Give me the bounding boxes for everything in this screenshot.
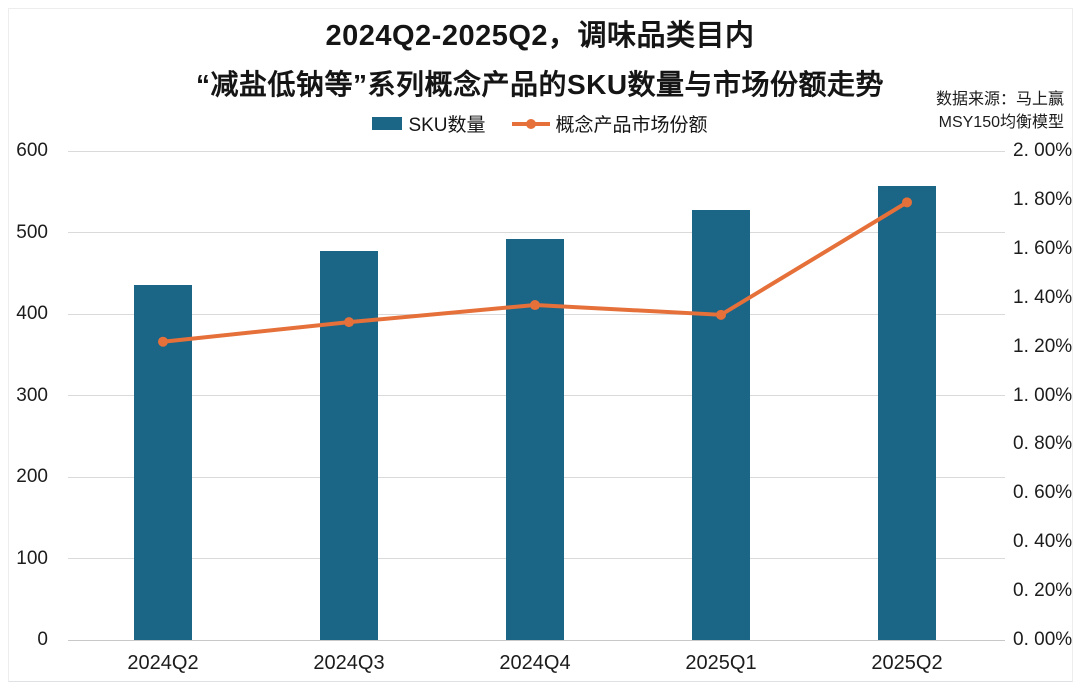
y-axis-right-tick-label: 2. 00% <box>1013 140 1073 161</box>
y-axis-right-tick-label: 1. 80% <box>1013 188 1073 210</box>
x-axis-tick-label-2024Q2: 2024Q2 <box>127 652 199 674</box>
y-axis-right-tick-label: 1. 00% <box>1013 384 1073 406</box>
chart-title-line2: “减盐低钠等”系列概念产品的SKU数量与市场份额走势 <box>195 69 885 100</box>
y-axis-right-tick-label: 0. 40% <box>1013 531 1073 553</box>
bar-2025Q2 <box>878 186 936 640</box>
legend-item-sku: SKU数量 <box>372 110 486 137</box>
chart-legend: SKU数量 概念产品市场份额 <box>0 110 1080 137</box>
x-axis-tick-label-2025Q1: 2025Q1 <box>685 652 757 674</box>
y-axis-left-tick-label: 300 <box>16 384 48 406</box>
y-axis-right-tick-label: 1. 20% <box>1013 335 1073 357</box>
chart-title-line1: 2024Q2-2025Q2，调味品类目内 <box>325 20 755 52</box>
bar-2024Q2 <box>134 285 192 640</box>
y-axis-left-tick-label: 500 <box>16 221 48 243</box>
y-axis-left-tick-label: 100 <box>16 547 48 569</box>
chart-title: 2024Q2-2025Q2，调味品类目内 “减盐低钠等”系列概念产品的SKU数量… <box>0 12 1080 103</box>
y-axis-left-tick-label: 200 <box>16 466 48 487</box>
gridline <box>68 232 1005 233</box>
y-axis-right-tick-label: 1. 40% <box>1013 286 1073 308</box>
y-axis-left-tick-label: 400 <box>16 303 48 324</box>
y-axis-right-tick-label: 1. 60% <box>1013 237 1073 259</box>
data-source-line2: MSY150均衡模型 <box>938 114 1064 131</box>
legend-label-sku: SKU数量 <box>408 115 486 136</box>
line-series-marker-icon <box>511 118 550 129</box>
bar-2024Q3 <box>320 251 378 640</box>
data-source-line1: 数据来源：马上赢 <box>935 91 1064 108</box>
x-axis-tick-label-2024Q4: 2024Q4 <box>499 652 571 674</box>
line-series-dot-icon <box>525 118 536 129</box>
y-axis-left-tick-label: 0 <box>37 629 48 650</box>
bar-series-swatch-icon <box>372 117 403 130</box>
y-axis-right-tick-label: 0. 80% <box>1013 433 1073 455</box>
legend-label-share: 概念产品市场份额 <box>555 115 708 136</box>
x-axis-line <box>68 639 1005 641</box>
y-axis-right-tick-label: 0. 60% <box>1013 482 1073 504</box>
legend-item-share: 概念产品市场份额 <box>511 110 708 137</box>
y-axis-right-tick-label: 0. 00% <box>1013 629 1073 650</box>
x-axis-tick-label-2025Q2: 2025Q2 <box>871 652 943 674</box>
data-source-note: 数据来源：马上赢 MSY150均衡模型 <box>936 88 1064 134</box>
bar-2025Q1 <box>692 210 750 640</box>
y-axis-left-tick-label: 600 <box>16 140 48 161</box>
x-axis-tick-label-2024Q3: 2024Q3 <box>313 652 385 674</box>
bar-2024Q4 <box>506 239 564 640</box>
gridline <box>68 150 1005 152</box>
y-axis-right-tick-label: 0. 20% <box>1013 580 1073 602</box>
